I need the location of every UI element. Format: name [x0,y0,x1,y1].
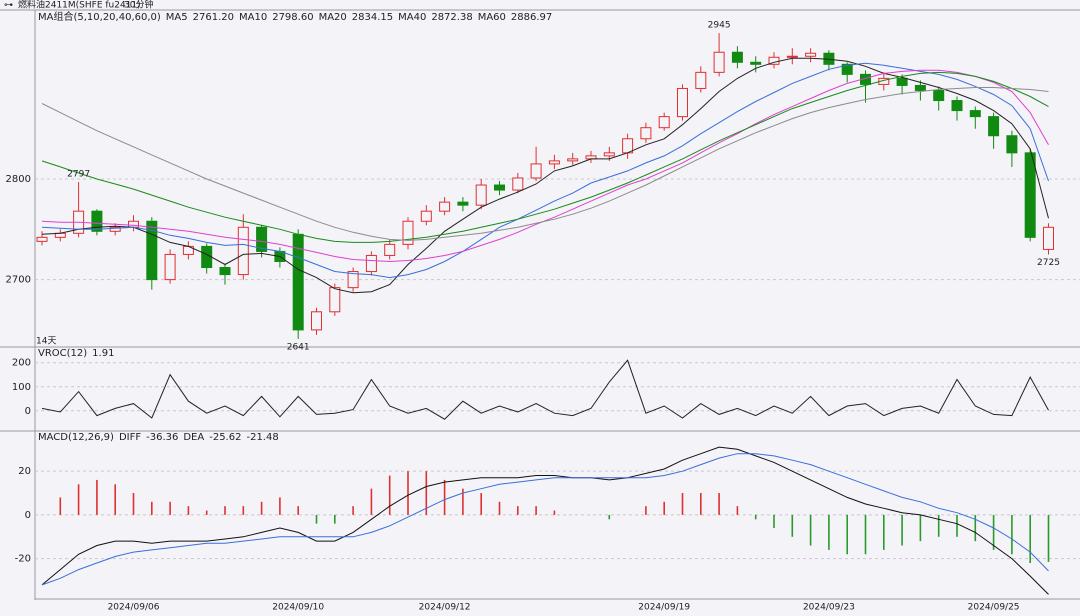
series-line [41,57,1049,294]
y-tick-label: -20 [15,554,31,565]
candle-body [933,89,945,102]
candle-body [439,201,451,212]
candle-body [786,55,798,58]
series-line [41,71,1049,243]
candle-body [713,51,725,73]
legend-text: 2886.97 [511,12,552,23]
candle-body [36,236,48,242]
y-tick-label: 200 [12,358,31,369]
candle-body [164,253,176,281]
annotation: 2945 [708,21,731,31]
legend-text: MA40 [398,12,426,23]
legend-text: DIFF [119,432,141,443]
candle-body [969,110,981,118]
candle-body [530,163,542,179]
x-tick-label: 2024/09/25 [968,603,1020,613]
legend-text: 1.91 [92,348,114,359]
series-line [41,453,1049,586]
candle-body [494,184,505,191]
candle-body [237,226,249,276]
candle-body [512,177,524,191]
candle-body [1024,152,1036,238]
candle-body [567,158,579,162]
candle-body [1043,226,1054,250]
candle-body [988,116,1000,137]
candle-body [402,220,414,245]
candle-body [256,226,268,252]
candle-body [457,201,469,206]
candle-body [329,287,341,313]
candle-body [420,210,432,222]
y-tick-label: 100 [12,382,31,393]
y-tick-label: 0 [25,406,31,417]
candle-body [109,226,121,232]
candle-body [951,100,963,112]
note: 14天 [36,337,56,347]
legend-text: MA10 [239,12,267,23]
series-line [41,87,1049,241]
series-line [41,359,1049,420]
candle-body [1006,135,1018,154]
y-tick-label: 2700 [6,275,31,286]
legend-text: -21.48 [246,432,278,443]
y-tick-label: 0 [25,510,31,521]
title-icon: ⊶ [4,1,13,11]
candle-body [640,127,652,140]
x-tick-label: 2024/09/12 [419,603,471,613]
legend-text: 2761.20 [193,12,234,23]
x-tick-label: 2024/09/06 [108,603,160,613]
annotation: 2641 [287,342,310,352]
candle-body [201,245,213,269]
candle-body [146,220,158,281]
candle-body [475,184,487,206]
legend-text: -25.62 [209,432,241,443]
legend-text: 2834.15 [352,12,393,23]
candle-body [603,152,615,157]
series-line [41,446,1049,595]
candle-body [128,220,139,228]
x-tick-label: 2024/09/10 [272,603,324,613]
period[interactable]: 30分钟 [124,0,153,11]
legend-text: MA组合(5,10,20,40,60,0) [38,10,161,23]
legend-text: DEA [183,432,204,443]
candle-body [365,254,377,273]
candle-body [914,84,926,91]
candle-body [384,243,396,256]
chart-title: 燃料油2411M(SHFE fu2411) [18,0,141,11]
candle-body [896,77,908,86]
legend-text: VROC(12) [38,348,87,359]
candle-body [677,87,688,118]
candle-body [658,116,670,129]
candle-body [731,51,743,63]
legend-text: -36.36 [146,432,178,443]
candle-body [347,271,359,289]
annotation: 2725 [1037,258,1060,268]
y-tick-label: 20 [18,466,31,477]
y-tick-label: 2800 [6,174,31,185]
candle-body [695,71,707,89]
legend-text: MACD(12,26,9) [38,432,114,443]
candle-body [841,63,853,75]
candle-body [548,160,560,165]
candle-body [219,267,231,276]
x-tick-label: 2024/09/23 [803,603,855,613]
legend-text: MA20 [319,12,347,23]
legend-text: 2798.60 [272,12,313,23]
candle-body [750,61,762,65]
candle-body [311,311,322,331]
x-tick-label: 2024/09/19 [638,603,690,613]
series-line [41,62,1049,279]
candle-body [805,52,817,57]
legend-text: MA5 [166,12,188,23]
legend-text: 2872.38 [431,12,472,23]
annotation: 2797 [67,170,90,180]
candle-body [91,210,103,232]
legend-text: MA60 [478,12,506,23]
